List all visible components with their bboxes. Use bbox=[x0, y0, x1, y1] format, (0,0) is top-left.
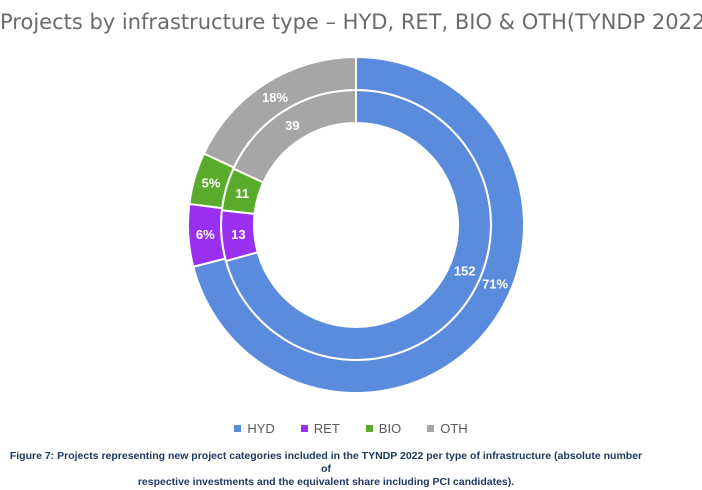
caption-line-1: Figure 7: Projects representing new proj… bbox=[9, 450, 643, 475]
inner-label-hyd: 152 bbox=[454, 263, 476, 278]
inner-label-bio: 11 bbox=[235, 186, 249, 201]
legend-item-bio: BIO bbox=[365, 421, 402, 436]
legend-item-ret: RET bbox=[300, 421, 340, 436]
legend-label-ret: RET bbox=[313, 421, 340, 436]
chart-title: Projects by infrastructure type – HYD, R… bbox=[0, 10, 702, 34]
outer-label-ret: 6% bbox=[196, 227, 215, 242]
donut-chart: 152 13 11 39 71% 6% 5% 18% bbox=[187, 55, 525, 394]
chart-legend: HYD RET BIO OTH bbox=[0, 421, 702, 436]
legend-swatch-oth bbox=[427, 425, 435, 432]
legend-label-hyd: HYD bbox=[247, 421, 275, 436]
caption-line-2: respective investments and the equivalen… bbox=[137, 476, 515, 488]
legend-swatch-hyd bbox=[234, 425, 242, 432]
legend-item-oth: OTH bbox=[427, 421, 468, 436]
legend-label-bio: BIO bbox=[378, 421, 402, 436]
figure-caption: Figure 7: Projects representing new proj… bbox=[6, 450, 646, 489]
inner-label-ret: 13 bbox=[231, 227, 245, 242]
legend-label-oth: OTH bbox=[440, 421, 468, 436]
outer-label-oth: 18% bbox=[262, 90, 288, 105]
inner-label-oth: 39 bbox=[285, 118, 299, 133]
legend-item-hyd: HYD bbox=[234, 421, 275, 436]
outer-slice-oth bbox=[202, 55, 357, 169]
outer-label-hyd: 71% bbox=[482, 276, 508, 291]
legend-swatch-bio bbox=[365, 425, 373, 432]
legend-swatch-ret bbox=[300, 425, 308, 432]
outer-slice-hyd bbox=[192, 55, 525, 394]
outer-label-bio: 5% bbox=[202, 175, 221, 190]
